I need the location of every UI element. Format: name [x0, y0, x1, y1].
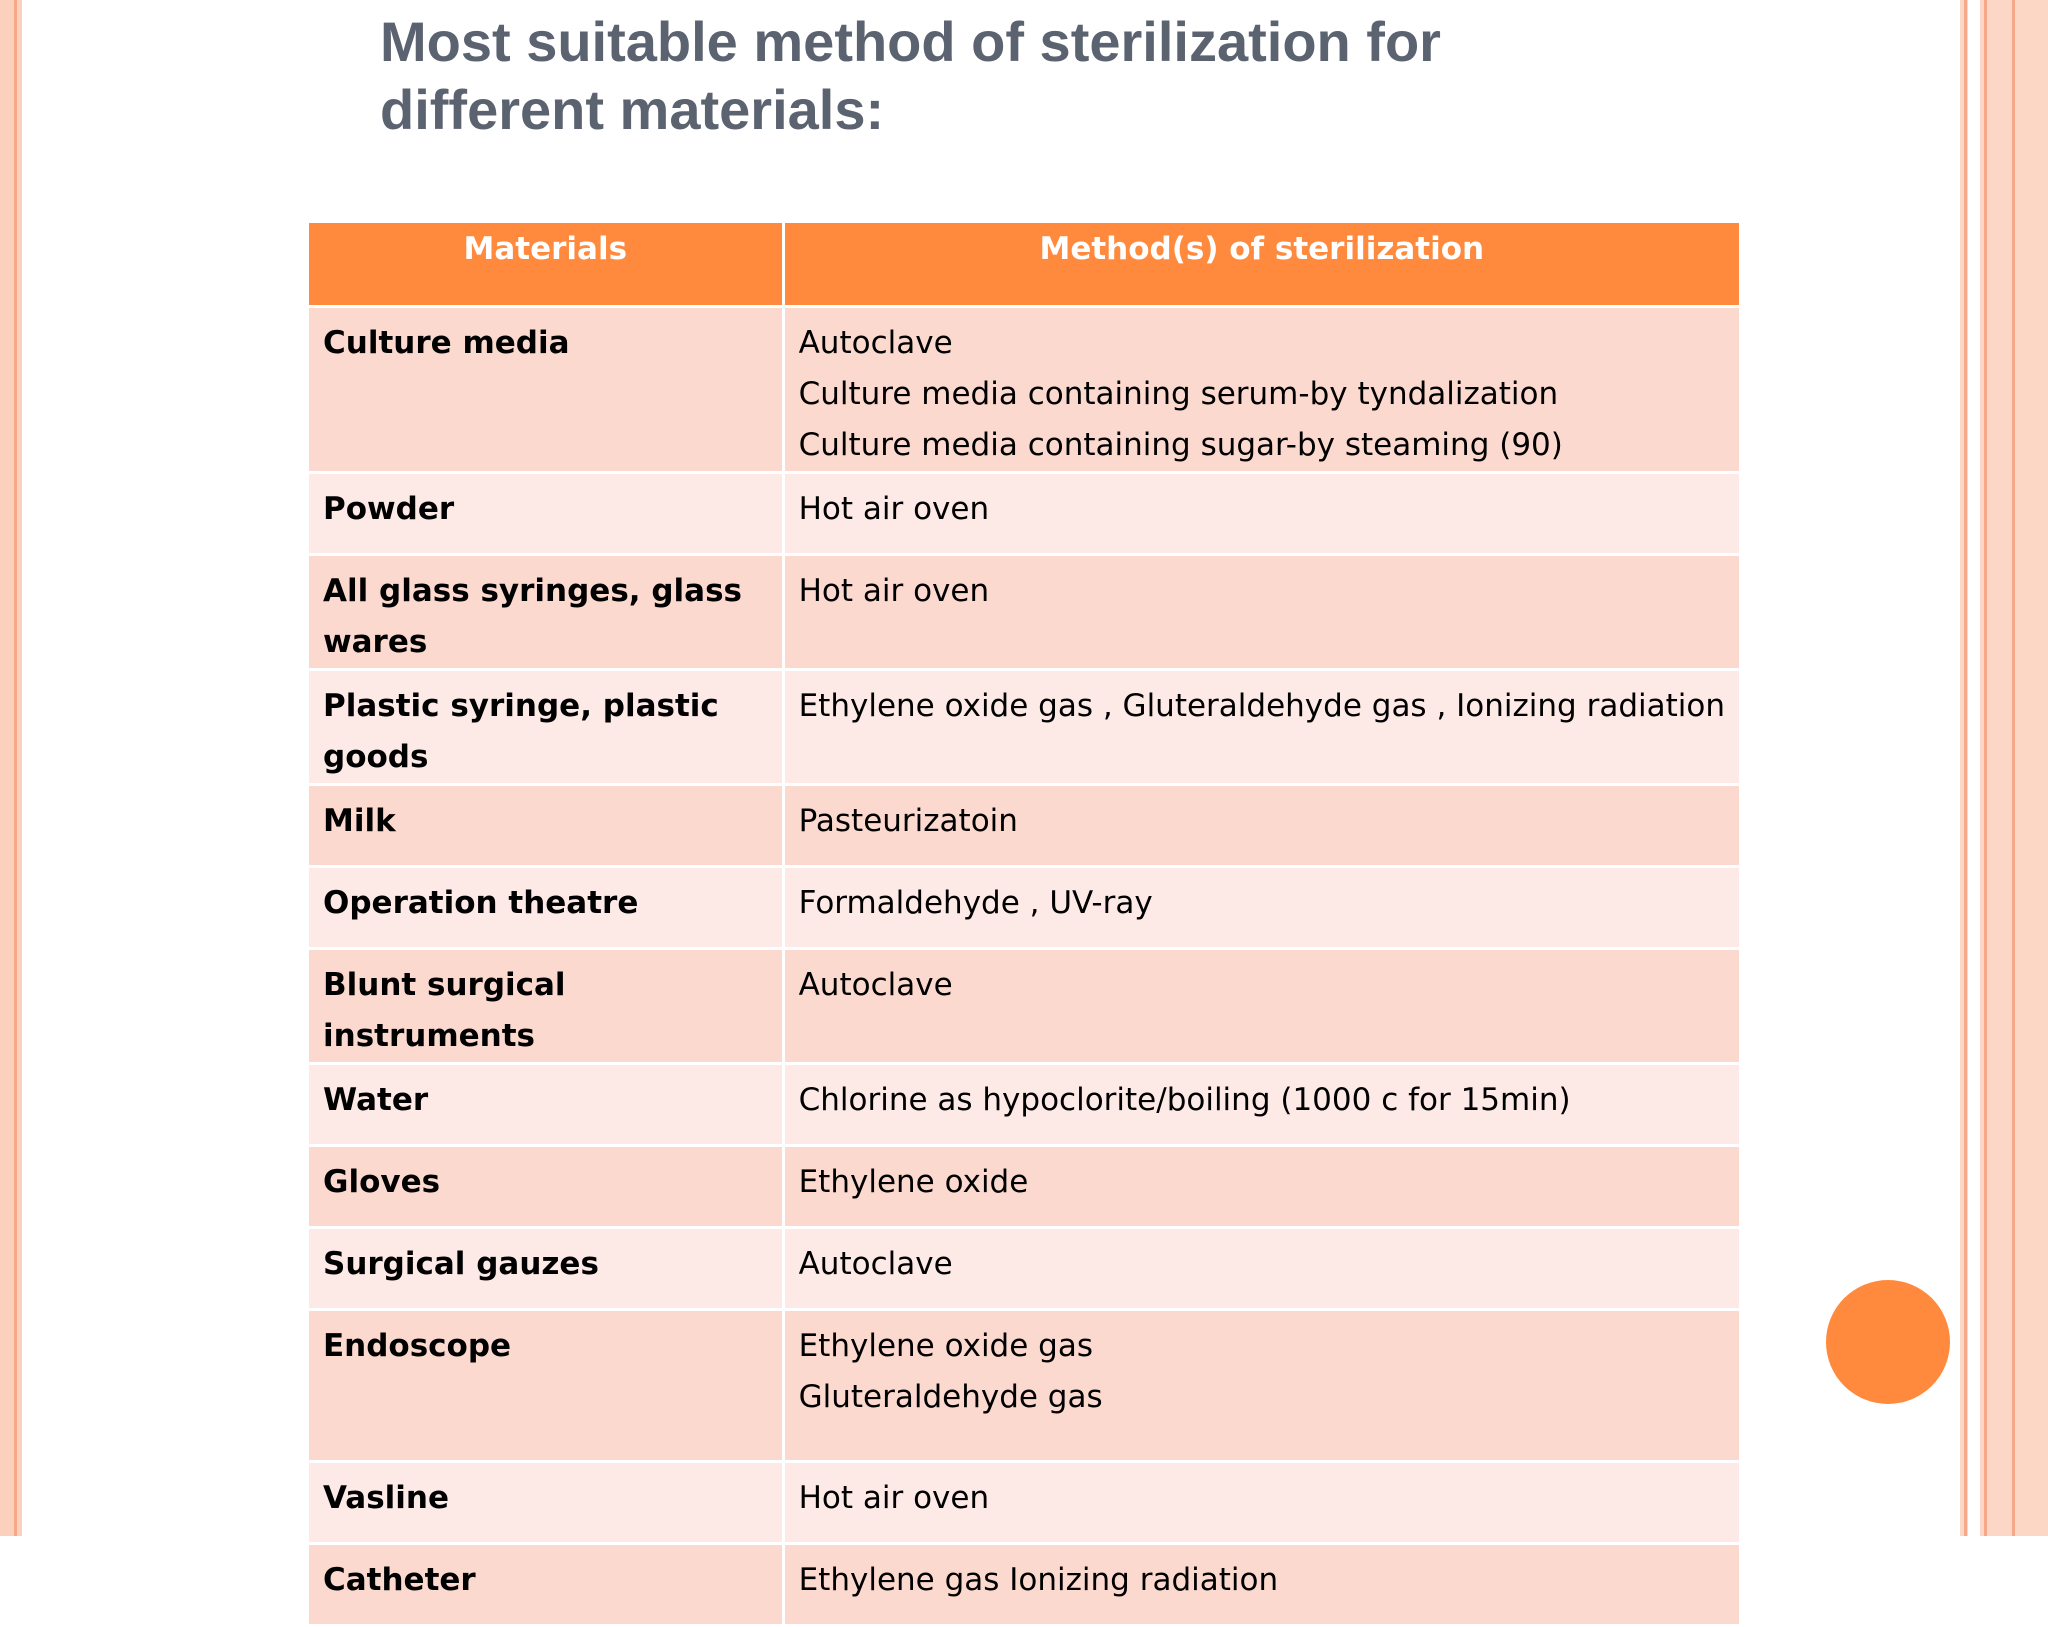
material-cell: Powder	[309, 474, 782, 553]
table-row: Gloves Ethylene oxide	[309, 1147, 1739, 1226]
table-row: Plastic syringe, plastic goods Ethylene o…	[309, 671, 1739, 783]
material-cell: Endoscope	[309, 1311, 782, 1460]
method-cell: Ethylene gas Ionizing radiation	[784, 1545, 1739, 1624]
method-line: Chlorine as hypoclorite/boiling (1000 c …	[798, 1082, 1571, 1118]
method-cell: Autoclave Culture media containing serum-…	[784, 308, 1739, 471]
method-line: Hot air oven	[798, 1480, 990, 1516]
method-cell: Hot air oven	[784, 474, 1739, 553]
method-cell: Formaldehyde , UV-ray	[784, 868, 1739, 947]
method-line: Ethylene oxide gas	[798, 1328, 1093, 1364]
method-line: Autoclave	[798, 967, 953, 1003]
table-row: Catheter Ethylene gas Ionizing radiation	[309, 1545, 1739, 1624]
method-line: Formaldehyde , UV-ray	[798, 885, 1153, 921]
material-cell: Operation theatre	[309, 868, 782, 947]
method-cell: Ethylene oxide	[784, 1147, 1739, 1226]
method-cell: Pasteurizatoin	[784, 786, 1739, 865]
method-line: Gluteraldehyde gas	[798, 1379, 1103, 1415]
material-cell: Milk	[309, 786, 782, 865]
material-cell: Water	[309, 1065, 782, 1144]
slide-title: Most suitable method of sterilization fo…	[380, 8, 1580, 144]
method-cell: Autoclave	[784, 1229, 1739, 1308]
method-cell: Hot air oven	[784, 556, 1739, 668]
table-row: Water Chlorine as hypoclorite/boiling (10…	[309, 1065, 1739, 1144]
method-line: Autoclave	[798, 1246, 953, 1282]
method-line: Autoclave	[798, 325, 953, 361]
table-row: Endoscope Ethylene oxide gas Gluteraldehyd…	[309, 1311, 1739, 1460]
table-body: Culture media Autoclave Culture media cont…	[309, 308, 1739, 1624]
table-row: Milk Pasteurizatoin	[309, 786, 1739, 865]
header-materials: Materials	[309, 223, 782, 305]
slide-title-line-2: different materials:	[380, 78, 885, 141]
material-cell: Catheter	[309, 1545, 782, 1624]
method-line: Pasteurizatoin	[798, 803, 1018, 839]
table-row: Culture media Autoclave Culture media cont…	[309, 308, 1739, 471]
material-cell: Vasline	[309, 1463, 782, 1542]
table-row: Powder Hot air oven	[309, 474, 1739, 553]
method-cell: Ethylene oxide gas Gluteraldehyde gas	[784, 1311, 1739, 1460]
method-line: Ethylene oxide	[798, 1164, 1029, 1200]
sterilization-table: Materials Method(s) of sterilization Cul…	[306, 220, 1742, 1627]
left-border-line	[14, 0, 17, 1536]
table-header-row: Materials Method(s) of sterilization	[309, 223, 1739, 305]
right-border-gap	[1968, 0, 1980, 1536]
material-cell: All glass syringes, glass wares	[309, 556, 782, 668]
material-cell: Blunt surgical instruments	[309, 950, 782, 1062]
method-cell: Autoclave	[784, 950, 1739, 1062]
method-cell: Chlorine as hypoclorite/boiling (1000 c …	[784, 1065, 1739, 1144]
method-line: Hot air oven	[798, 491, 990, 527]
method-cell: Ethylene oxide gas , Gluteraldehyde gas …	[784, 671, 1739, 783]
table-row: Blunt surgical instruments Autoclave	[309, 950, 1739, 1062]
header-methods: Method(s) of sterilization	[784, 223, 1739, 305]
method-line: Hot air oven	[798, 573, 990, 609]
left-border-decoration	[0, 0, 22, 1536]
accent-circle	[1826, 1280, 1950, 1404]
material-cell: Plastic syringe, plastic goods	[309, 671, 782, 783]
method-cell: Hot air oven	[784, 1463, 1739, 1542]
method-line: Ethylene oxide gas , Gluteraldehyde gas …	[798, 688, 1725, 724]
material-cell: Surgical gauzes	[309, 1229, 782, 1308]
table-row: All glass syringes, glass wares Hot air o…	[309, 556, 1739, 668]
table-row: Vasline Hot air oven	[309, 1463, 1739, 1542]
material-cell: Culture media	[309, 308, 782, 471]
method-line: Culture media containing serum-by tyndal…	[798, 376, 1559, 412]
slide-title-line-1: Most suitable method of sterilization fo…	[380, 10, 1441, 73]
table-row: Surgical gauzes Autoclave	[309, 1229, 1739, 1308]
method-line: Culture media containing sugar-by steami…	[798, 427, 1563, 463]
right-border-line	[2012, 0, 2015, 1536]
material-cell: Gloves	[309, 1147, 782, 1226]
table-row: Operation theatre Formaldehyde , UV-ray	[309, 868, 1739, 947]
right-border-line	[1964, 0, 1967, 1536]
method-line: Ethylene gas Ionizing radiation	[798, 1562, 1279, 1598]
right-border-line	[1984, 0, 1987, 1536]
